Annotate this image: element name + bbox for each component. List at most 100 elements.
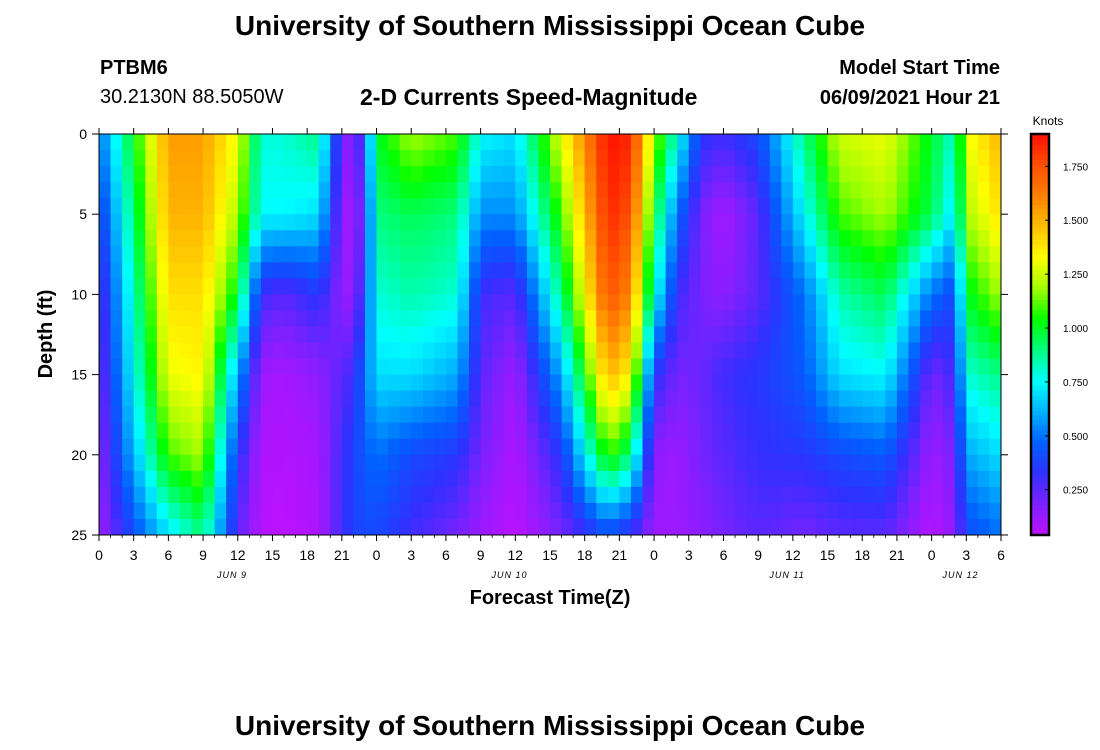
heatmap-cell bbox=[723, 342, 736, 360]
heatmap-cell bbox=[561, 422, 574, 440]
heatmap-cell bbox=[272, 454, 285, 472]
colorbar-segment bbox=[1031, 324, 1049, 331]
colorbar-segment bbox=[1031, 194, 1049, 200]
heatmap-cell bbox=[226, 358, 239, 376]
heatmap-cell bbox=[318, 438, 331, 456]
heatmap-cell bbox=[723, 502, 736, 520]
heatmap-cell bbox=[550, 390, 563, 408]
heatmap-cell bbox=[480, 406, 493, 424]
heatmap-cell bbox=[99, 358, 112, 376]
heatmap-cell bbox=[723, 390, 736, 408]
heatmap-cell bbox=[122, 422, 135, 440]
heatmap-cell bbox=[665, 198, 678, 215]
heatmap-cell bbox=[237, 422, 250, 440]
heatmap-cell bbox=[295, 214, 308, 231]
heatmap-cell bbox=[642, 310, 655, 328]
heatmap-cell bbox=[260, 166, 274, 183]
heatmap-cell bbox=[260, 150, 274, 167]
heatmap-cell bbox=[318, 230, 331, 247]
heatmap-cell bbox=[99, 230, 112, 247]
heatmap-cell bbox=[191, 470, 204, 488]
heatmap-cell bbox=[168, 262, 181, 279]
heatmap-cell bbox=[596, 278, 609, 295]
heatmap-cell bbox=[411, 246, 424, 263]
heatmap-cell bbox=[341, 182, 355, 199]
heatmap-cell bbox=[896, 198, 910, 215]
heatmap-cell bbox=[792, 246, 806, 263]
heatmap-cell bbox=[561, 214, 574, 231]
heatmap-cell bbox=[746, 150, 759, 167]
heatmap-cell bbox=[954, 342, 967, 360]
heatmap-cell bbox=[943, 214, 956, 231]
heatmap-cell bbox=[237, 166, 250, 183]
heatmap-cell bbox=[399, 374, 412, 392]
heatmap-cell bbox=[156, 358, 169, 376]
heatmap-cell bbox=[966, 438, 979, 456]
heatmap-cell bbox=[607, 294, 620, 312]
heatmap-cell bbox=[584, 374, 597, 392]
heatmap-cell bbox=[480, 438, 493, 456]
heatmap-cell bbox=[133, 262, 146, 279]
heatmap-cell bbox=[515, 182, 528, 199]
heatmap-cell bbox=[445, 518, 459, 535]
heatmap-cell bbox=[284, 470, 297, 488]
heatmap-cell bbox=[457, 310, 470, 328]
heatmap-cell bbox=[677, 470, 690, 488]
heatmap-cell bbox=[110, 134, 123, 151]
heatmap-cell bbox=[411, 182, 424, 199]
heatmap-cell bbox=[862, 294, 875, 312]
heatmap-cell bbox=[943, 294, 956, 312]
heatmap-cell bbox=[573, 518, 586, 535]
heatmap-cell bbox=[445, 134, 459, 151]
heatmap-cell bbox=[179, 454, 193, 472]
heatmap-cell bbox=[908, 294, 921, 312]
heatmap-cell bbox=[284, 134, 297, 151]
heatmap-cell bbox=[526, 182, 540, 199]
heatmap-cell bbox=[122, 310, 135, 328]
heatmap-cell bbox=[977, 150, 991, 167]
heatmap-cell bbox=[411, 518, 424, 535]
heatmap-cell bbox=[411, 262, 424, 279]
heatmap-cell bbox=[665, 310, 678, 328]
heatmap-cell bbox=[307, 454, 320, 472]
heatmap-cell bbox=[284, 166, 297, 183]
heatmap-cell bbox=[179, 198, 193, 215]
heatmap-cell bbox=[469, 182, 482, 199]
heatmap-cell bbox=[133, 486, 146, 504]
heatmap-cell bbox=[596, 230, 609, 247]
heatmap-cell bbox=[677, 438, 690, 456]
heatmap-cell bbox=[688, 454, 701, 472]
heatmap-cell bbox=[607, 198, 620, 215]
heatmap-cell bbox=[619, 262, 632, 279]
heatmap-cell bbox=[411, 486, 424, 504]
heatmap-cell bbox=[422, 454, 435, 472]
heatmap-cell bbox=[318, 134, 331, 151]
x-tick-label: 0 bbox=[928, 547, 936, 563]
heatmap-cell bbox=[896, 502, 910, 520]
heatmap-cell bbox=[122, 374, 135, 392]
heatmap-cell bbox=[607, 390, 620, 408]
heatmap-cell bbox=[330, 230, 343, 247]
heatmap-cell bbox=[619, 374, 632, 392]
heatmap-cell bbox=[330, 134, 343, 151]
heatmap-cell bbox=[642, 518, 655, 535]
heatmap-cell bbox=[538, 470, 551, 488]
heatmap-cell bbox=[538, 198, 551, 215]
heatmap-cell bbox=[168, 310, 181, 328]
heatmap-cell bbox=[654, 198, 667, 215]
heatmap-cell bbox=[434, 294, 447, 312]
heatmap-cell bbox=[330, 246, 343, 263]
heatmap-cell bbox=[538, 518, 551, 535]
colorbar-segment bbox=[1031, 274, 1049, 280]
heatmap-cell bbox=[630, 374, 644, 392]
heatmap-cell bbox=[619, 278, 632, 295]
heatmap-cell bbox=[584, 262, 597, 279]
heatmap-cell bbox=[815, 182, 829, 199]
heatmap-cell bbox=[665, 406, 678, 424]
heatmap-cell bbox=[839, 406, 852, 424]
heatmap-cell bbox=[954, 470, 967, 488]
heatmap-cell bbox=[654, 518, 667, 535]
heatmap-cell bbox=[376, 470, 389, 488]
heatmap-cell bbox=[989, 470, 1001, 488]
heatmap-cell bbox=[989, 454, 1001, 472]
